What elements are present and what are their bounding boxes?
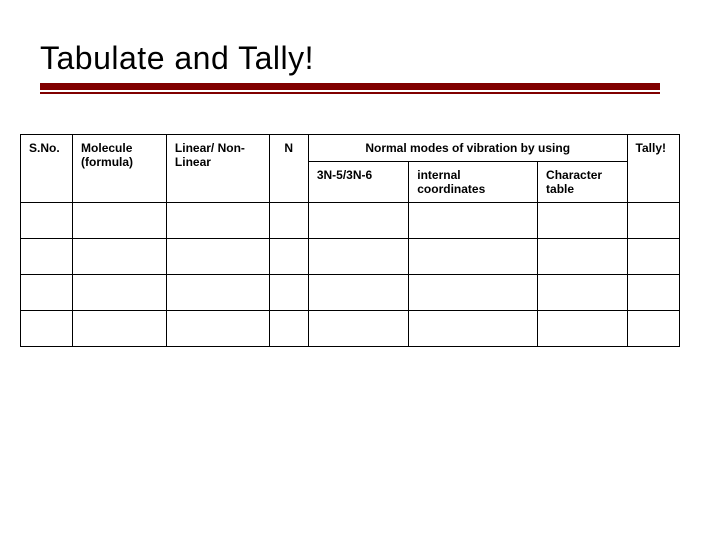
cell	[308, 275, 408, 311]
cell	[166, 203, 269, 239]
table-row	[21, 239, 680, 275]
cell	[409, 311, 538, 347]
table-row	[21, 311, 680, 347]
cell	[269, 203, 308, 239]
cell	[21, 203, 73, 239]
cell	[308, 203, 408, 239]
cell	[73, 239, 167, 275]
slide: Tabulate and Tally! S.No. Molecule (form…	[0, 0, 720, 540]
cell	[21, 275, 73, 311]
cell	[409, 275, 538, 311]
underline-thick	[40, 83, 660, 90]
cell	[538, 275, 628, 311]
col-header-lin: Linear/ Non-Linear	[166, 135, 269, 203]
cell	[73, 203, 167, 239]
cell	[409, 203, 538, 239]
underline-thin	[40, 92, 660, 94]
cell	[166, 275, 269, 311]
cell	[538, 239, 628, 275]
col-header-sub1: 3N-5/3N-6	[308, 162, 408, 203]
col-header-tally: Tally!	[627, 135, 679, 203]
table-row	[21, 203, 680, 239]
cell	[73, 275, 167, 311]
col-header-sub3: Character table	[538, 162, 628, 203]
col-header-sno: S.No.	[21, 135, 73, 203]
col-header-mol: Molecule (formula)	[73, 135, 167, 203]
cell	[269, 239, 308, 275]
col-header-sub2: internal coordinates	[409, 162, 538, 203]
cell	[538, 311, 628, 347]
cell	[627, 203, 679, 239]
cell	[627, 275, 679, 311]
cell	[627, 239, 679, 275]
title-underline	[40, 83, 690, 94]
cell	[269, 275, 308, 311]
cell	[269, 311, 308, 347]
cell	[166, 311, 269, 347]
cell	[308, 311, 408, 347]
cell	[538, 203, 628, 239]
cell	[166, 239, 269, 275]
cell	[21, 311, 73, 347]
col-header-span: Normal modes of vibration by using	[308, 135, 627, 162]
cell	[73, 311, 167, 347]
page-title: Tabulate and Tally!	[40, 40, 690, 77]
table-row	[21, 275, 680, 311]
vibration-table: S.No. Molecule (formula) Linear/ Non-Lin…	[20, 134, 680, 347]
cell	[409, 239, 538, 275]
table-header-row-1: S.No. Molecule (formula) Linear/ Non-Lin…	[21, 135, 680, 162]
col-header-n: N	[269, 135, 308, 203]
cell	[308, 239, 408, 275]
cell	[21, 239, 73, 275]
cell	[627, 311, 679, 347]
